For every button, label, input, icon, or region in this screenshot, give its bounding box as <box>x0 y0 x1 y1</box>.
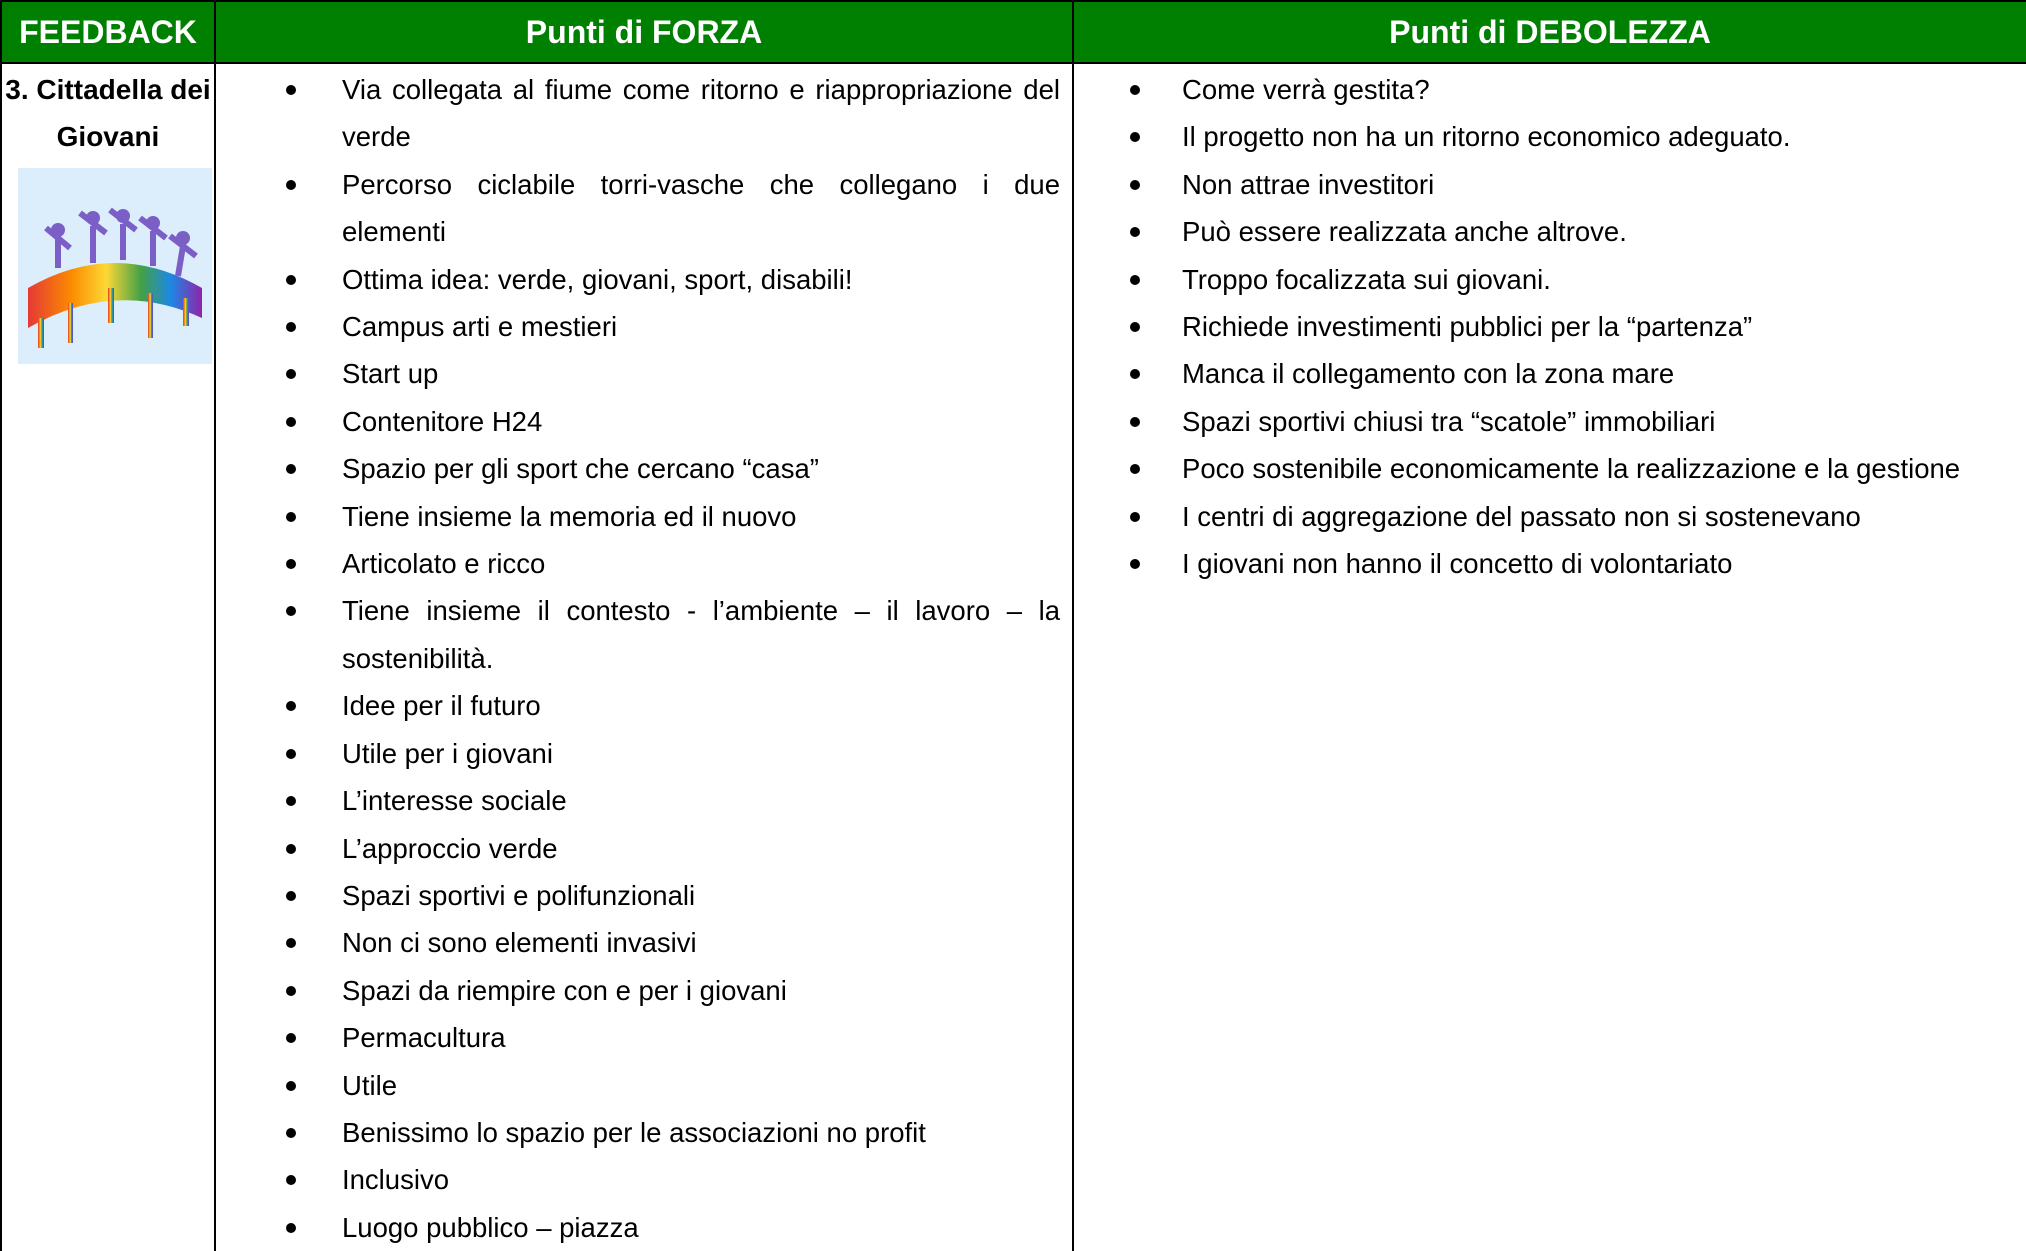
weakness-item: Richiede investimenti pubblici per la “p… <box>1074 303 2014 350</box>
youth-image <box>18 168 212 364</box>
header-cell: Punti di DEBOLEZZA <box>1072 0 2026 64</box>
header-cell: Punti di FORZA <box>214 0 1074 64</box>
strength-item: Benissimo lo spazio per le associazioni … <box>216 1109 1060 1156</box>
strength-item: Ottima idea: verde, giovani, sport, disa… <box>216 256 1060 303</box>
weakness-item: I centri di aggregazione del passato non… <box>1074 493 2014 540</box>
strength-item: Luogo pubblico – piazza <box>216 1204 1060 1251</box>
strength-item: L’approccio verde <box>216 825 1060 872</box>
strength-item: Tiene insieme la memoria ed il nuovo <box>216 493 1060 540</box>
weakness-item: Poco sostenibile economicamente la reali… <box>1074 445 2014 492</box>
weakness-item: Il progetto non ha un ritorno economico … <box>1074 113 2014 160</box>
strength-item: L’interesse sociale <box>216 777 1060 824</box>
strengths-cell: Via collegata al fiume come ritorno e ri… <box>214 61 1074 1251</box>
weakness-item: Spazi sportivi chiusi tra “scatole” immo… <box>1074 398 2014 445</box>
weakness-item: I giovani non hanno il concetto di volon… <box>1074 540 2014 587</box>
weakness-item: Come verrà gestita? <box>1074 66 2014 113</box>
strength-item: Campus arti e mestieri <box>216 303 1060 350</box>
header-cell: FEEDBACK <box>0 0 216 64</box>
strength-item: Spazi sportivi e polifunzionali <box>216 872 1060 919</box>
label-cell: 3. Cittadella dei Giovani <box>0 61 216 1251</box>
weaknesses-list: Come verrà gestita? Il progetto non ha un… <box>1074 66 2026 587</box>
weaknesses-cell: Come verrà gestita? Il progetto non ha un… <box>1072 61 2026 1251</box>
weakness-item: Può essere realizzata anche altrove. <box>1074 208 2014 255</box>
strength-item: Spazi da riempire con e per i giovani <box>216 967 1060 1014</box>
weakness-item: Non attrae investitori <box>1074 161 2014 208</box>
strength-item: Utile <box>216 1062 1060 1109</box>
strength-item: Start up <box>216 350 1060 397</box>
strength-item: Permacultura <box>216 1014 1060 1061</box>
weakness-item: Manca il collegamento con la zona mare <box>1074 350 2014 397</box>
body-row: 3. Cittadella dei Giovani Via collegata … <box>0 61 2026 1251</box>
strength-item: Inclusivo <box>216 1156 1060 1203</box>
strength-item: Tiene insieme il contesto - l’ambiente –… <box>216 587 1060 682</box>
weakness-item: Troppo focalizzata sui giovani. <box>1074 256 2014 303</box>
strengths-list: Via collegata al fiume come ritorno e ri… <box>216 66 1072 1251</box>
strength-item: Articolato e ricco <box>216 540 1060 587</box>
row-label: 3. Cittadella dei Giovani <box>5 74 211 152</box>
strength-item: Contenitore H24 <box>216 398 1060 445</box>
header-row: FEEDBACK Punti di FORZA Punti di DEBOLEZ… <box>0 0 2026 64</box>
strength-item: Non ci sono elementi invasivi <box>216 919 1060 966</box>
strength-item: Via collegata al fiume come ritorno e ri… <box>216 66 1060 161</box>
strength-item: Utile per i giovani <box>216 730 1060 777</box>
strength-item: Percorso ciclabile torri-vasche che coll… <box>216 161 1060 256</box>
strength-item: Idee per il futuro <box>216 682 1060 729</box>
strength-item: Spazio per gli sport che cercano “casa” <box>216 445 1060 492</box>
